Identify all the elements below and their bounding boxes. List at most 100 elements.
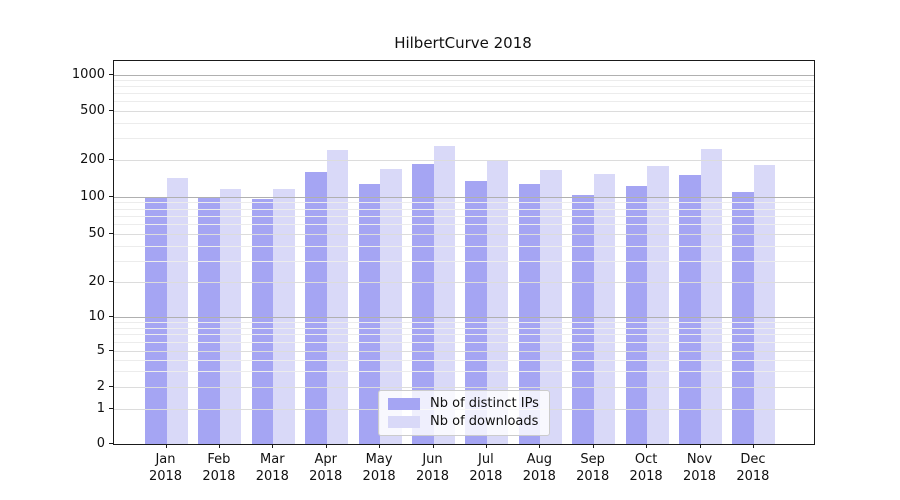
x-tick-label-aug: Aug 2018: [509, 451, 569, 485]
legend-row-distinct-ips: Nb of distinct IPs: [388, 396, 539, 411]
legend-row-downloads: Nb of downloads: [388, 414, 539, 429]
gridline-90: [114, 202, 814, 204]
bar-downloads-feb: [219, 188, 242, 444]
x-tick-year-jun: 2018: [415, 469, 450, 484]
gridline-500: [114, 110, 814, 112]
y-tick-0: [109, 443, 113, 444]
y-tick-label-1: 1: [96, 401, 105, 416]
x-tick-mar: [272, 444, 274, 448]
x-tick-may: [379, 444, 381, 448]
x-tick-label-may: May 2018: [349, 451, 409, 485]
bar-ips-mar: [251, 199, 274, 444]
bar-ips-jan: [145, 196, 167, 444]
bar-downloads-apr: [326, 149, 349, 444]
gridline-50: [114, 234, 814, 235]
bar-downloads-dec: [753, 164, 776, 444]
x-tick-jan: [165, 444, 167, 448]
gridline-5: [114, 351, 814, 352]
bar-downloads-nov: [700, 148, 722, 444]
y-tick-label-5: 5: [96, 343, 105, 358]
gridline-6: [114, 342, 814, 344]
x-tick-label-jun: Jun 2018: [403, 451, 463, 485]
x-tick-year-aug: 2018: [522, 469, 556, 484]
y-tick-label-500: 500: [80, 102, 105, 118]
gridline-8: [114, 327, 814, 329]
gridline-60: [114, 224, 814, 226]
x-tick-label-jul: Jul 2018: [456, 451, 516, 485]
y-tick-label-50: 50: [88, 226, 105, 241]
x-tick-oct: [646, 444, 648, 448]
bar-ips-feb: [198, 198, 220, 444]
y-tick-100: [109, 195, 113, 197]
bar-downloads-may: [380, 169, 402, 444]
gridline-200: [114, 160, 814, 161]
x-tick-jul: [485, 444, 487, 448]
x-tick-feb: [218, 444, 220, 448]
bar-ips-dec: [732, 192, 754, 444]
x-tick-label-dec: Dec 2018: [723, 451, 783, 485]
bar-ips-aug: [518, 184, 541, 444]
x-tick-jun: [432, 444, 434, 448]
gridline-30: [114, 260, 814, 262]
x-tick-year-jul: 2018: [469, 469, 503, 484]
y-tick-500: [109, 109, 113, 111]
y-tick-1000: [109, 74, 113, 75]
y-tick-1: [109, 408, 113, 409]
x-tick-year-apr: 2018: [309, 469, 343, 484]
bar-ips-jun: [412, 163, 434, 444]
gridline-3: [114, 370, 814, 372]
y-tick-50: [109, 233, 113, 234]
x-tick-label-sep: Sep 2018: [563, 451, 623, 485]
x-tick-label-jan: Jan 2018: [136, 451, 196, 485]
x-tick-year-oct: 2018: [629, 469, 663, 484]
legend-label-distinct-ips: Nb of distinct IPs: [430, 396, 539, 411]
gridline-700: [114, 93, 814, 95]
x-tick-year-nov: 2018: [682, 469, 717, 484]
y-tick-label-0: 0: [96, 436, 105, 451]
x-tick-label-apr: Apr 2018: [296, 451, 356, 485]
y-tick-label-200: 200: [80, 152, 105, 167]
bar-downloads-jul: [486, 160, 509, 444]
gridline-400: [114, 122, 814, 124]
gridline-20: [114, 282, 814, 283]
y-tick-label-100: 100: [80, 188, 105, 204]
y-tick-label-2: 2: [96, 378, 105, 394]
x-tick-dec: [752, 444, 754, 448]
gridline-100: [114, 196, 814, 198]
legend-swatch-downloads-icon: [388, 415, 420, 428]
bar-ips-may: [358, 184, 381, 444]
x-tick-year-mar: 2018: [255, 469, 289, 484]
x-tick-year-dec: 2018: [736, 469, 770, 484]
gridline-1000: [114, 75, 814, 76]
y-tick-200: [109, 159, 113, 160]
bar-downloads-aug: [540, 170, 562, 444]
x-tick-aug: [539, 444, 541, 448]
bar-downloads-sep: [593, 173, 616, 444]
x-tick-nov: [699, 444, 701, 448]
gridline-600: [114, 101, 814, 103]
bar-downloads-jan: [166, 177, 188, 444]
y-tick-label-10: 10: [88, 309, 105, 324]
bar-ips-apr: [305, 171, 327, 444]
gridline-9: [114, 322, 814, 324]
plot-area: [113, 60, 815, 445]
x-tick-label-mar: Mar 2018: [242, 451, 302, 485]
x-tick-label-feb: Feb 2018: [189, 451, 249, 485]
bar-ips-sep: [572, 195, 594, 444]
gridline-7: [114, 334, 814, 336]
x-tick-label-oct: Oct 2018: [616, 451, 676, 485]
gridline-4: [114, 359, 814, 361]
y-tick-10: [109, 316, 113, 317]
legend-swatch-distinct-ips-icon: [388, 397, 420, 410]
y-tick-5: [109, 350, 113, 351]
x-tick-label-nov: Nov 2018: [670, 451, 730, 485]
gridline-800: [114, 86, 814, 88]
chart-title: HilbertCurve 2018: [394, 34, 532, 52]
gridline-900: [114, 80, 814, 82]
x-tick-year-feb: 2018: [202, 469, 236, 484]
gridline-300: [114, 138, 814, 140]
x-tick-apr: [325, 444, 327, 448]
legend-label-downloads: Nb of downloads: [430, 414, 539, 429]
gridline-10: [114, 317, 814, 318]
